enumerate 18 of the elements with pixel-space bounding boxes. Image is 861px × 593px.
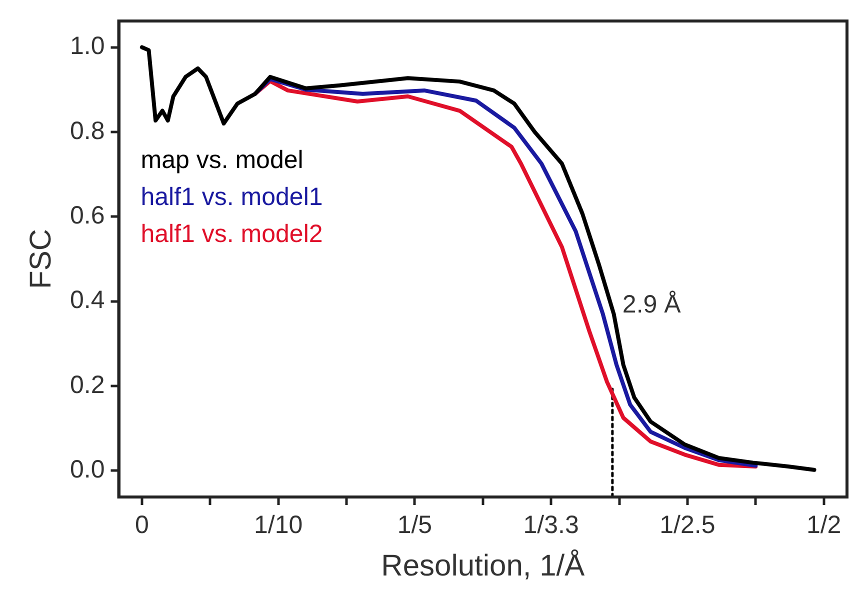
y-tick-label: 0.4	[70, 286, 105, 314]
x-tick-label: 1/2.5	[660, 510, 716, 539]
y-tick-label: 0.2	[70, 370, 105, 399]
x-tick-label: 0	[134, 510, 149, 539]
x-tick-label: 1/10	[254, 510, 303, 539]
text: half1 vs. model2	[140, 220, 323, 248]
series-label: map vs. model	[140, 146, 304, 174]
x-tick-label: 1/2	[806, 510, 842, 539]
annotation: 2.9 Å	[622, 290, 682, 318]
x-tick-label: 1/3.3	[523, 510, 579, 539]
y-tick-label: 0.8	[70, 116, 105, 145]
y-tick-label: 0.6	[70, 202, 105, 230]
y-tick-label: 1.0	[70, 32, 105, 60]
text: half1 vs. model1	[140, 182, 323, 211]
x-tick-label: 1/5	[397, 510, 432, 539]
x-axis-title: Resolution, 1/Å	[381, 548, 585, 582]
y-axis-title: FSC	[24, 229, 58, 289]
y-tick-label: 0.0	[70, 456, 105, 484]
